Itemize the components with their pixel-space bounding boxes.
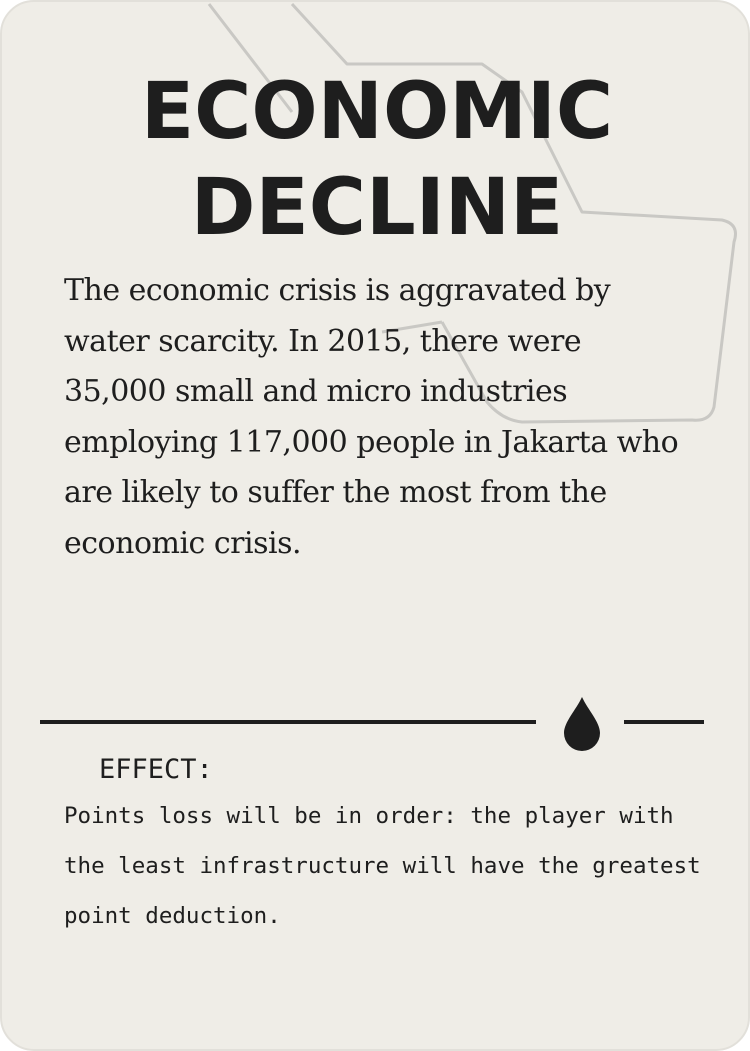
effect-text: Points loss will be in order: the player…	[64, 803, 701, 929]
effect-label: EFFECT:	[99, 754, 213, 785]
water-drop-icon	[564, 697, 600, 751]
card-title: ECONOMIC DECLINE	[2, 64, 748, 256]
divider-left	[40, 720, 536, 724]
divider-right	[624, 720, 704, 724]
card-description: The economic crisis is aggravated by wat…	[64, 273, 679, 561]
card-title-line-2: DECLINE	[190, 163, 564, 253]
card-title-line-1: ECONOMIC	[140, 67, 614, 157]
